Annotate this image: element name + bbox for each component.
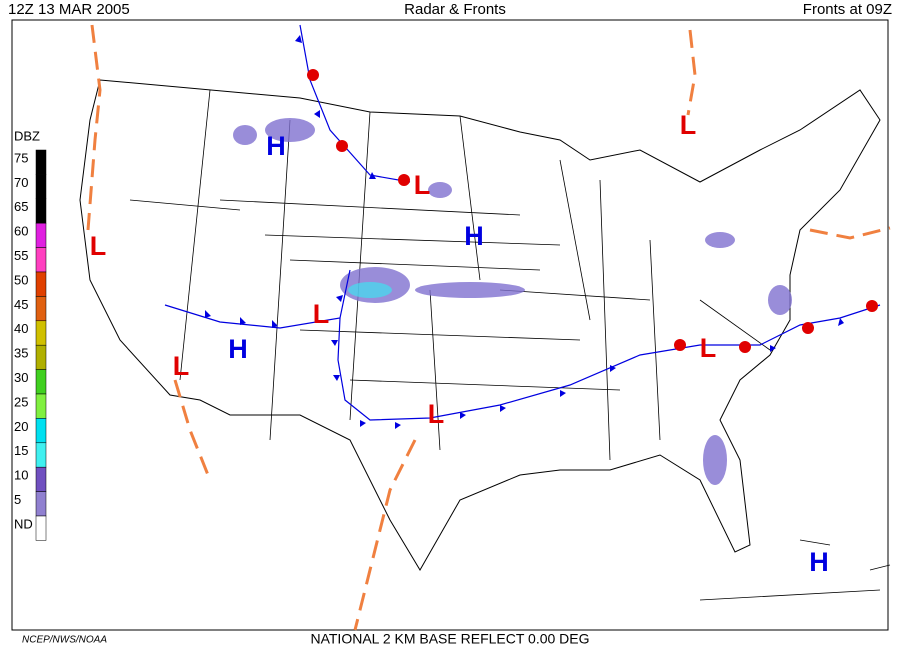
header-fronts: Fronts at 09Z <box>803 1 892 18</box>
legend-swatch <box>35 174 47 200</box>
low-center: L <box>90 231 107 261</box>
legend-swatch <box>35 222 47 248</box>
footer-product: NATIONAL 2 KM BASE REFLECT 0.00 DEG <box>310 631 589 647</box>
high-center: H <box>228 334 248 364</box>
legend-label: 10 <box>14 468 28 483</box>
legend-swatch <box>35 344 47 370</box>
legend-label: 25 <box>14 394 28 409</box>
legend-label: 5 <box>14 492 21 507</box>
legend-title: DBZ <box>14 128 40 143</box>
low-center: L <box>680 110 697 140</box>
legend-label: 55 <box>14 248 28 263</box>
legend-label: 40 <box>14 321 28 336</box>
legend-swatch <box>35 515 47 541</box>
legend-swatch <box>35 393 47 419</box>
high-center: H <box>809 547 829 577</box>
legend-swatch <box>35 320 47 346</box>
legend: DBZ 75 70 65 60 55 50 45 40 35 30 25 20 15 10 5 ND <box>14 128 47 541</box>
legend-label: 50 <box>14 272 28 287</box>
legend-swatch <box>35 442 47 468</box>
legend-label: ND <box>14 516 33 531</box>
legend-label: 65 <box>14 199 28 214</box>
legend-swatch <box>35 369 47 395</box>
legend-label: 15 <box>14 443 28 458</box>
radar-echoes <box>233 118 792 485</box>
legend-swatch <box>35 466 47 492</box>
high-center: H <box>464 221 484 251</box>
legend-swatch <box>35 247 47 273</box>
fronts <box>86 24 891 631</box>
low-center: L <box>428 399 445 429</box>
basemap <box>79 79 891 601</box>
legend-label: 60 <box>14 224 28 239</box>
header-title: Radar & Fronts <box>404 1 506 18</box>
header-time: 12Z 13 MAR 2005 <box>8 1 130 18</box>
footer-credit: NCEP/NWS/NOAA <box>22 635 107 646</box>
legend-swatch <box>35 296 47 322</box>
legend-label: 70 <box>14 175 28 190</box>
legend-label: 35 <box>14 346 28 361</box>
legend-label: 75 <box>14 150 28 165</box>
legend-label: 30 <box>14 370 28 385</box>
high-center: H <box>266 131 286 161</box>
legend-label: 45 <box>14 297 28 312</box>
pressure-centers: H L L L H L H L L L H <box>90 110 829 577</box>
legend-swatch <box>35 271 47 297</box>
legend-swatch <box>35 198 47 224</box>
map-frame <box>11 19 889 631</box>
low-center: L <box>414 170 431 200</box>
low-center: L <box>173 351 190 381</box>
low-center: L <box>700 333 717 363</box>
legend-swatch <box>35 149 47 175</box>
legend-label: 20 <box>14 419 28 434</box>
legend-swatch <box>35 418 47 444</box>
legend-swatch <box>35 491 47 517</box>
low-center: L <box>313 299 330 329</box>
